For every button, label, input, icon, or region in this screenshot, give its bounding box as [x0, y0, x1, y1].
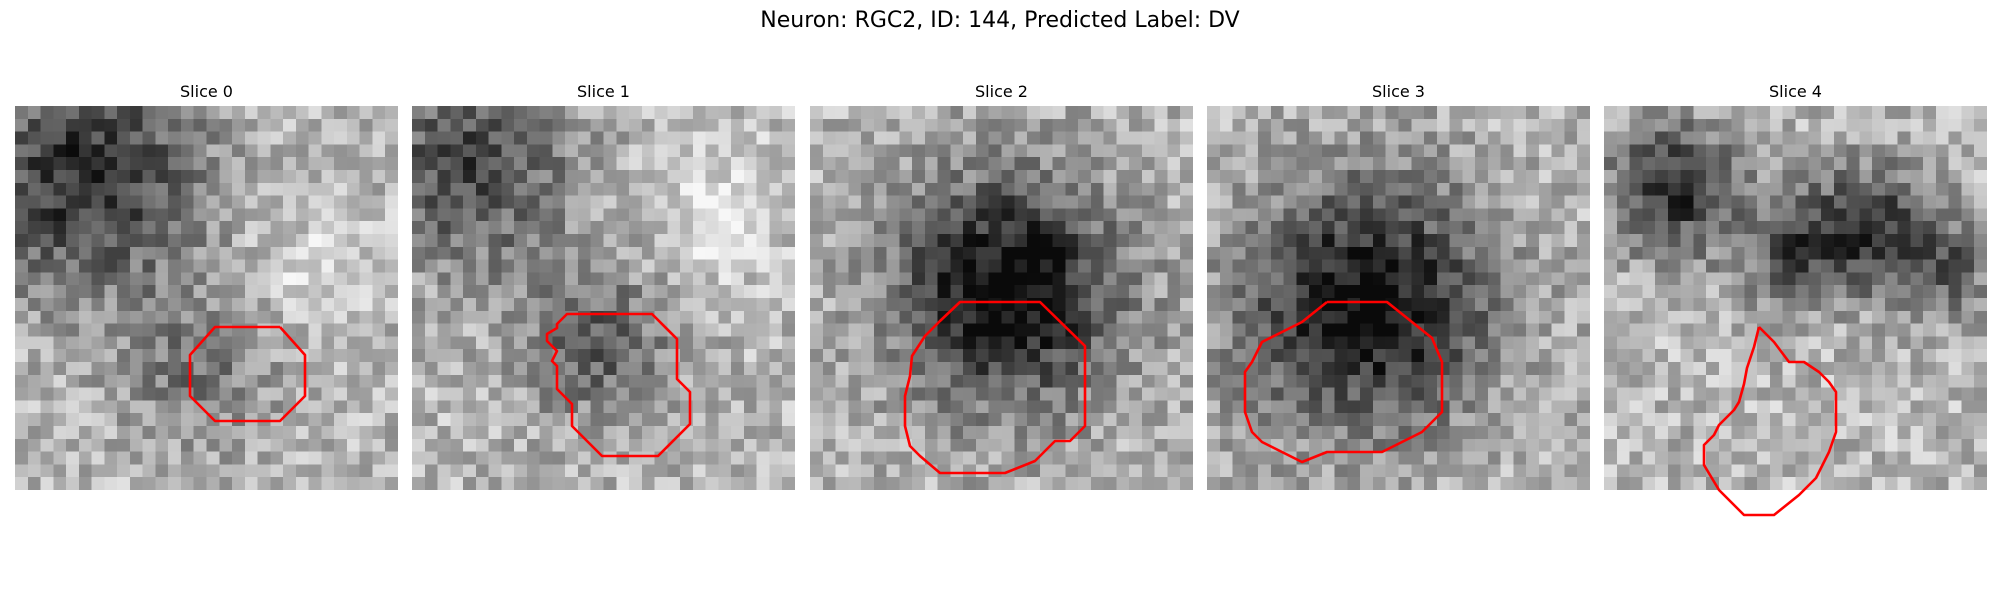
slice-panel: Slice 0 — [15, 82, 398, 490]
slice-image — [1604, 106, 1987, 490]
slice-title: Slice 3 — [1372, 82, 1425, 101]
slice-panel: Slice 2 — [810, 82, 1193, 490]
slice-title: Slice 1 — [577, 82, 630, 101]
slice-title: Slice 4 — [1769, 82, 1822, 101]
segmentation-contour — [903, 300, 1087, 475]
slice-title: Slice 2 — [975, 82, 1028, 101]
slice-title: Slice 0 — [180, 82, 233, 101]
slice-panel: Slice 3 — [1207, 82, 1590, 490]
segmentation-contour — [1702, 326, 1838, 517]
segmentation-contour — [1243, 300, 1444, 464]
slice-panel: Slice 1 — [412, 82, 795, 490]
segmentation-contour — [188, 325, 307, 423]
segmentation-contour — [545, 312, 692, 458]
slice-image — [810, 106, 1193, 490]
figure-title: Neuron: RGC2, ID: 144, Predicted Label: … — [760, 8, 1240, 33]
slice-panel: Slice 4 — [1604, 82, 1987, 517]
slice-image — [15, 106, 398, 490]
slice-image — [1207, 106, 1590, 490]
slice-image — [412, 106, 795, 490]
